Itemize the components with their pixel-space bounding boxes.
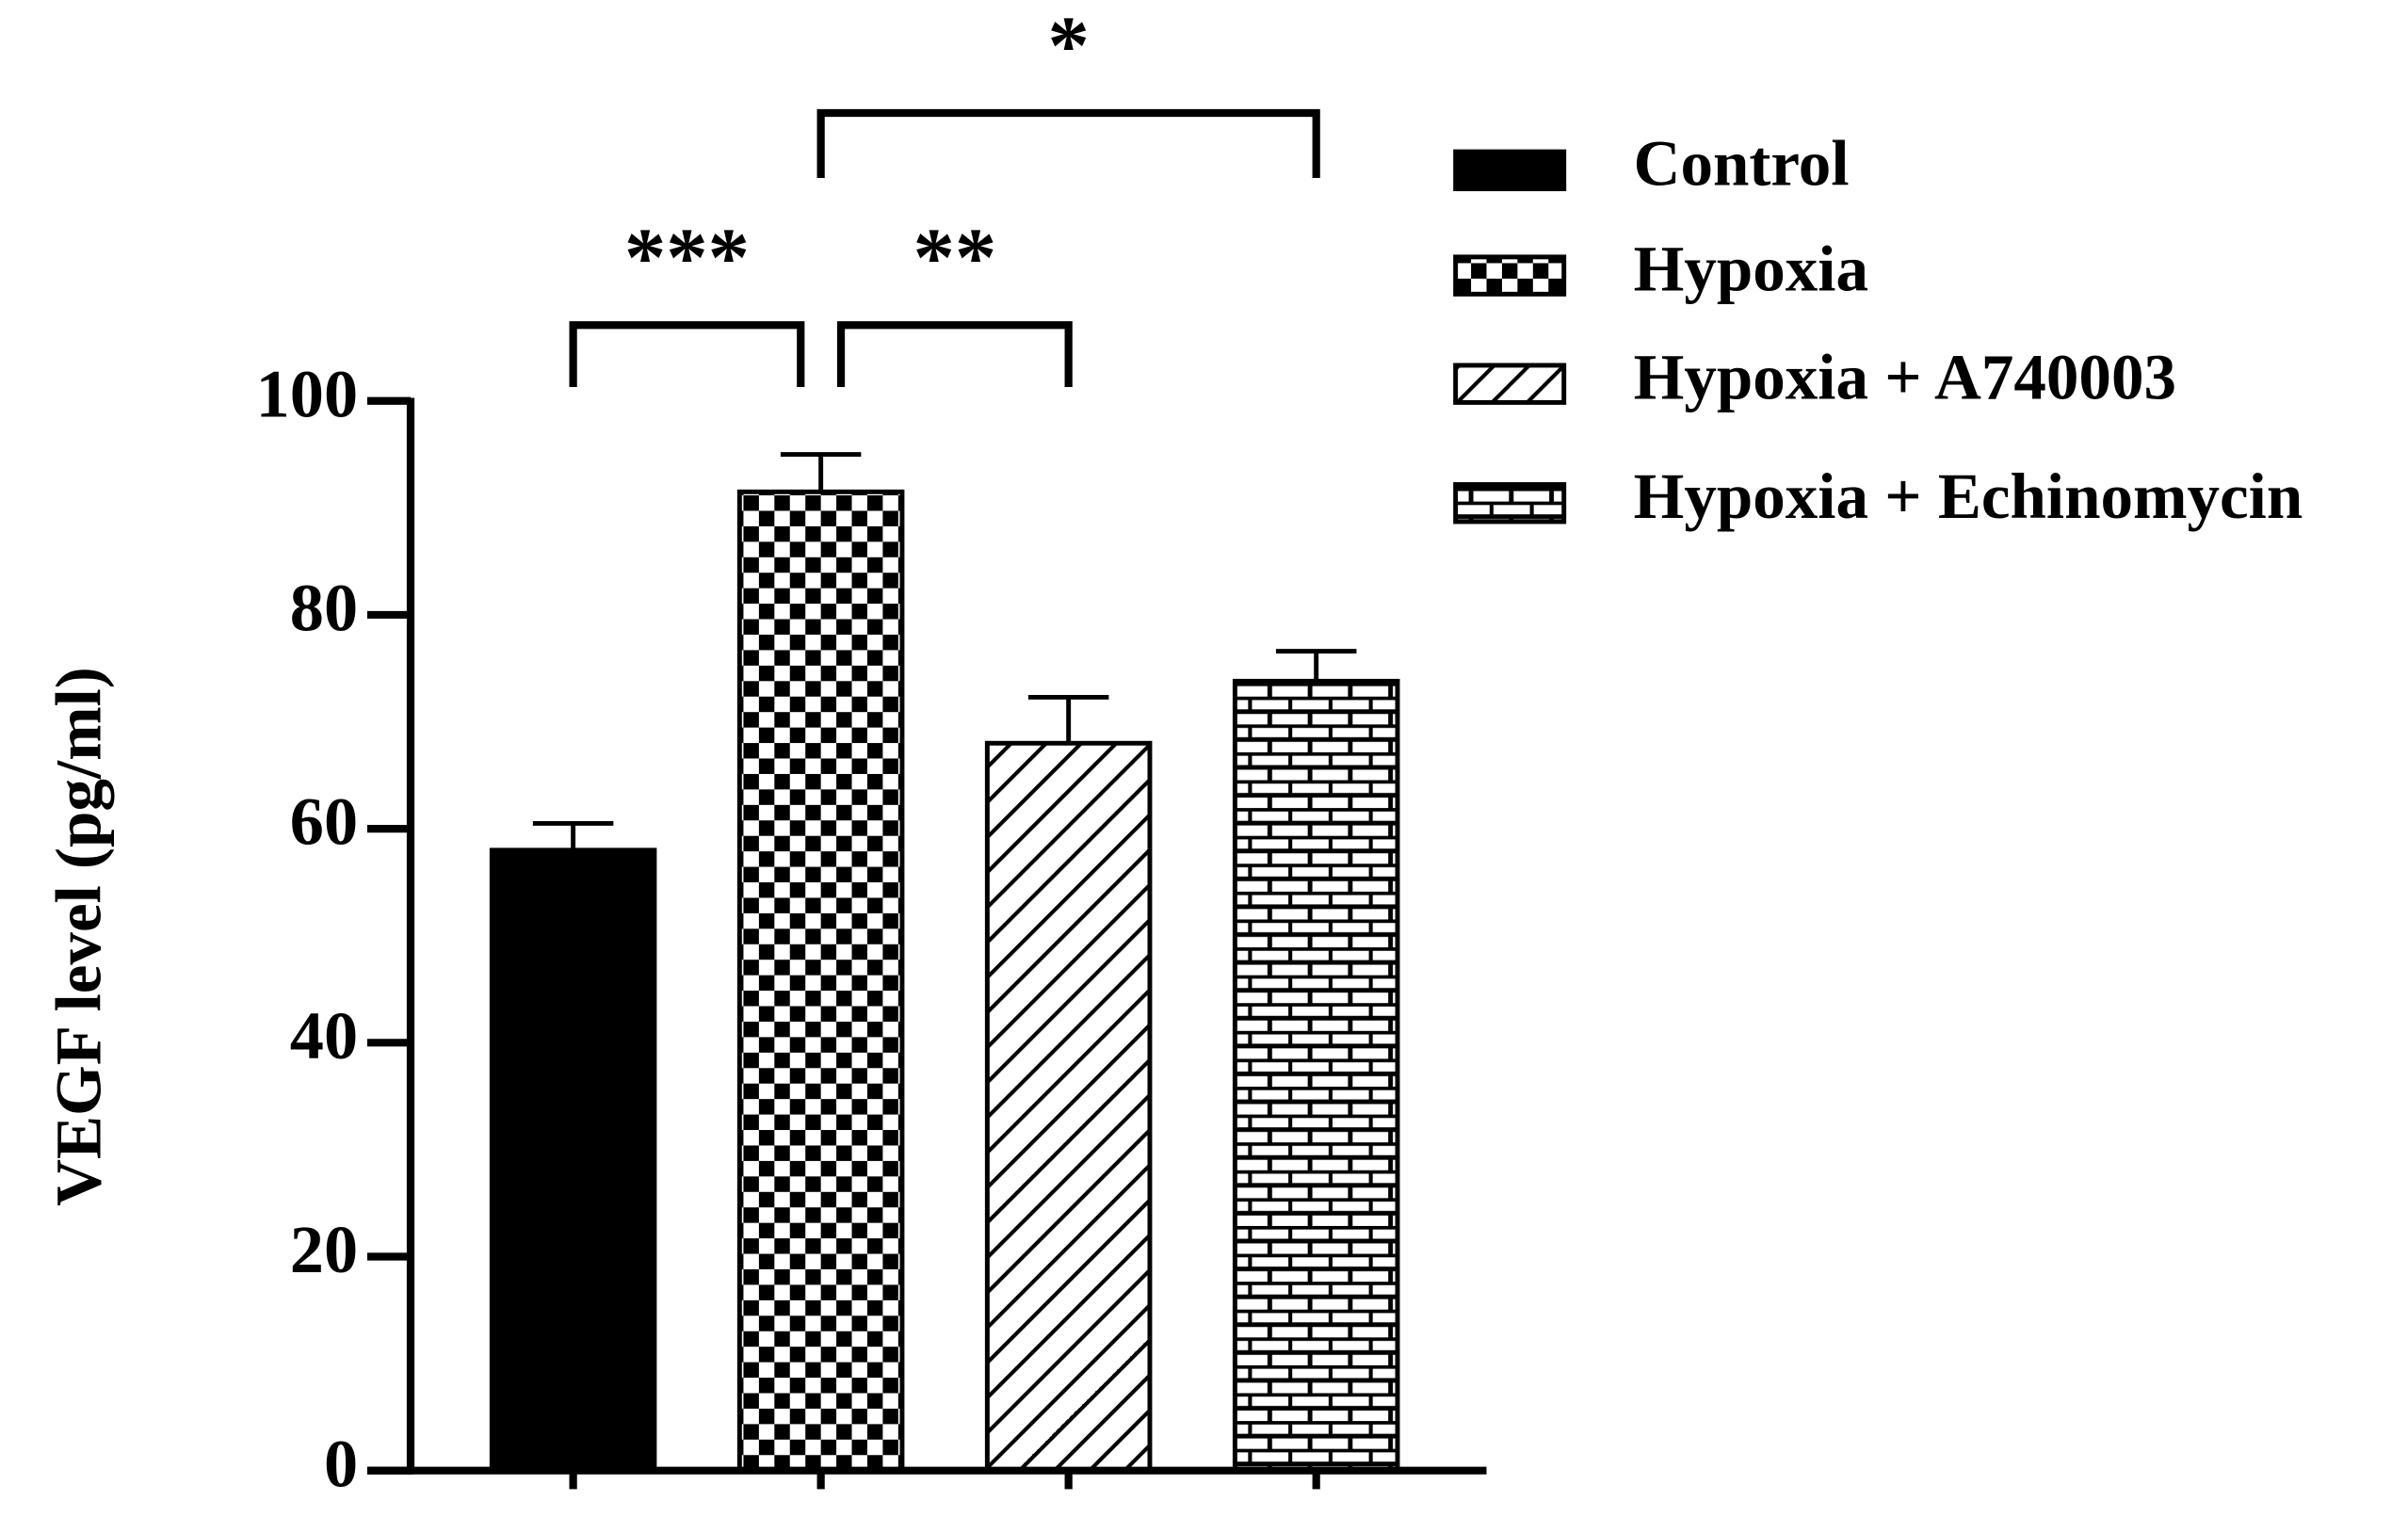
legend-swatch (1453, 482, 1567, 524)
significance-label: ** (913, 212, 996, 304)
legend-label: Hypoxia + Echinomycin (1634, 460, 2303, 532)
legend-label: Control (1634, 127, 1850, 200)
y-axis-label: VEGF level (pg/ml) (42, 667, 115, 1206)
legend-label: Hypoxia (1634, 232, 1868, 304)
y-tick-label: 40 (290, 998, 358, 1073)
bar (984, 740, 1153, 1474)
bar (1232, 678, 1400, 1474)
legend-swatch (1453, 363, 1567, 405)
y-tick-label: 0 (324, 1426, 358, 1501)
significance-bracket (569, 321, 805, 387)
significance-bracket (836, 321, 1073, 387)
y-tick-label: 60 (290, 784, 358, 860)
legend-label: Hypoxia + A740003 (1634, 341, 2176, 413)
bar (736, 489, 905, 1474)
bar (489, 847, 657, 1474)
legend-swatch (1453, 254, 1567, 297)
significance-label: * (1047, 0, 1089, 92)
significance-label: *** (624, 212, 750, 304)
y-tick-label: 20 (290, 1212, 358, 1287)
legend-swatch (1453, 149, 1567, 192)
significance-bracket (816, 108, 1320, 179)
y-tick-label: 100 (256, 356, 359, 431)
y-tick-label: 80 (290, 571, 358, 646)
